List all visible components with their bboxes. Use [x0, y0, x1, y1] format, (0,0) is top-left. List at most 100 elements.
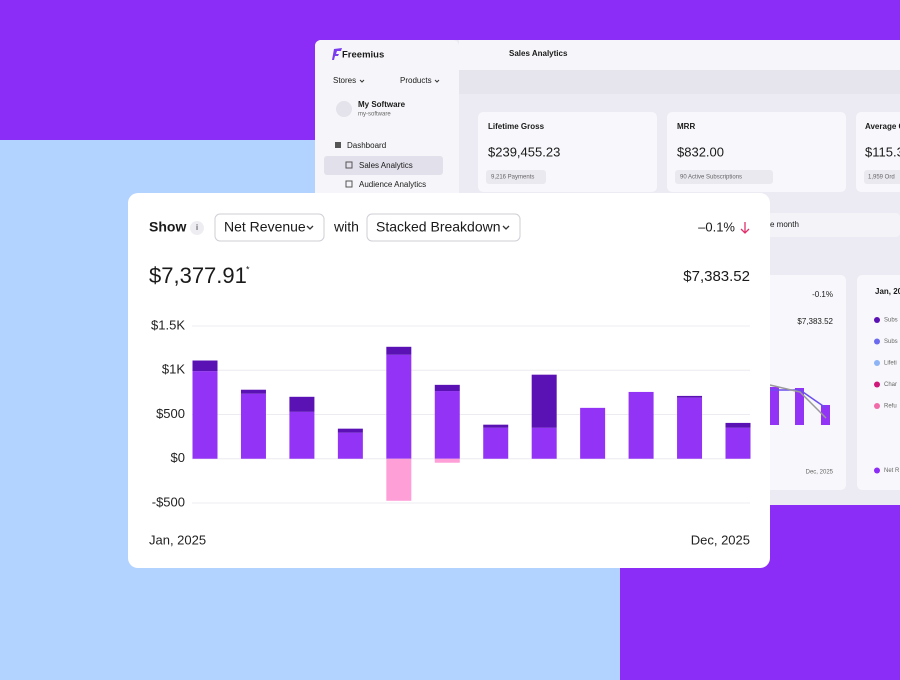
legend-label: Net R — [884, 468, 900, 474]
show-label: Show — [149, 219, 186, 235]
bar-segment — [725, 427, 751, 459]
with-label: with — [333, 219, 359, 235]
menu-highlight — [324, 156, 443, 175]
change: –0.1% — [698, 219, 735, 234]
bar-segment — [386, 458, 412, 501]
chevron — [434, 79, 440, 83]
legend-dot — [874, 338, 880, 345]
y-tick-label: $1.5K — [151, 317, 185, 332]
legend-date: Jan, 20 — [875, 287, 900, 296]
kpi-note: 9,216 Payments — [491, 175, 534, 181]
y-tick-label: $500 — [156, 406, 185, 421]
back-date: Dec, 2025 — [806, 470, 834, 476]
back-bar — [821, 405, 830, 425]
brand: Freemius — [342, 50, 384, 61]
stores-menu[interactable]: Stores — [333, 76, 356, 85]
legend-dot — [874, 317, 880, 323]
kpi-label: MRR — [677, 122, 695, 131]
metric-value[interactable]: Net Revenue — [224, 219, 306, 235]
kpi-label: Lifetime Gross — [488, 122, 545, 131]
kpi-value: $239,455.23 — [488, 144, 560, 159]
chart: -$500 $0 $500 $1K $1.5K Jan, 2025 Dec, 2025 — [149, 317, 751, 547]
legend-dot — [874, 381, 880, 388]
legend-label: Refu — [884, 404, 897, 410]
back-bar — [795, 388, 804, 425]
kpi-value: $115.32 — [865, 144, 900, 159]
bar-segment — [677, 397, 703, 459]
menu-item[interactable]: Dashboard — [347, 141, 386, 150]
bar-segment — [725, 422, 751, 428]
menu-icon — [335, 142, 341, 148]
kpi-note: 90 Active Subscriptions — [680, 175, 742, 181]
bar-segment — [192, 360, 218, 372]
bar-segment — [289, 396, 315, 412]
y-tick-label: -$500 — [152, 494, 185, 509]
bar-segment — [192, 371, 218, 459]
back-line — [769, 384, 827, 419]
kpi-badge — [486, 170, 546, 184]
menu-icon — [345, 180, 353, 188]
products-menu[interactable]: Products — [400, 76, 432, 85]
bar-segment — [386, 354, 412, 459]
menu-icon — [345, 161, 353, 169]
x-tick-label: Jan, 2025 — [149, 532, 206, 547]
bar-segment — [434, 384, 460, 392]
bar-segment — [434, 458, 460, 463]
menu-item[interactable]: Sales Analytics — [359, 161, 413, 170]
legend-label: Subs — [884, 318, 898, 324]
bar-segment — [531, 374, 557, 428]
store-icon — [336, 101, 352, 117]
legend-dot — [874, 467, 880, 474]
period-select[interactable] — [740, 213, 900, 237]
bar-segment — [580, 407, 606, 459]
x-tick-label: Dec, 2025 — [691, 532, 750, 547]
store-name[interactable]: My Software — [358, 100, 406, 109]
compare-total: $7,383.52 — [683, 268, 750, 285]
store-slug: my-software — [358, 112, 391, 118]
legend-label: Char — [884, 382, 897, 388]
total: $7,377.91 — [149, 263, 247, 288]
breakdown-select[interactable] — [366, 213, 521, 242]
kpi-label: Average C — [865, 122, 900, 131]
back-legend: Subs Subs Lifeti Char Refu Net R — [874, 317, 900, 474]
chevron — [502, 225, 510, 230]
logo — [332, 48, 342, 60]
bar-segment — [386, 346, 412, 355]
back-bar — [770, 387, 779, 425]
back-chart-panel — [750, 275, 846, 490]
page-title: Sales Analytics — [509, 49, 568, 58]
period-label[interactable]: e month — [770, 220, 799, 229]
bar-segment — [240, 389, 266, 394]
back-line — [770, 389, 827, 409]
bar-segment — [677, 395, 703, 398]
chevron — [359, 79, 365, 83]
info-icon[interactable] — [190, 221, 204, 235]
bar-segment — [289, 411, 315, 459]
total-mark: * — [246, 264, 250, 274]
chevron — [306, 225, 314, 230]
legend-label: Subs — [884, 339, 898, 345]
bar-segment — [337, 432, 363, 459]
kpi-badge — [864, 170, 900, 184]
menu-item[interactable]: Audience Analytics — [359, 180, 426, 189]
kpi-value: $832.00 — [677, 144, 724, 159]
info-glyph: i — [196, 223, 198, 232]
back-change: -0.1% — [812, 290, 833, 299]
y-tick-label: $0 — [171, 450, 185, 465]
down-arrow — [740, 222, 750, 234]
analytics-card: Show i Net Revenue with Stacked Breakdow… — [128, 193, 770, 568]
metric-select[interactable] — [214, 213, 325, 242]
subbar — [459, 70, 900, 94]
breakdown-value[interactable]: Stacked Breakdown — [376, 219, 501, 235]
kpi-note: 1,959 Ord — [868, 175, 895, 181]
bar-segment — [434, 391, 460, 459]
y-tick-label: $1K — [162, 362, 185, 377]
bar-segment — [337, 428, 363, 433]
legend-dot — [874, 360, 880, 366]
kpi-badge — [675, 170, 773, 184]
legend-dot — [874, 403, 880, 409]
card — [128, 193, 770, 568]
back-total: $7,383.52 — [797, 317, 833, 326]
bar-segment — [483, 427, 509, 459]
